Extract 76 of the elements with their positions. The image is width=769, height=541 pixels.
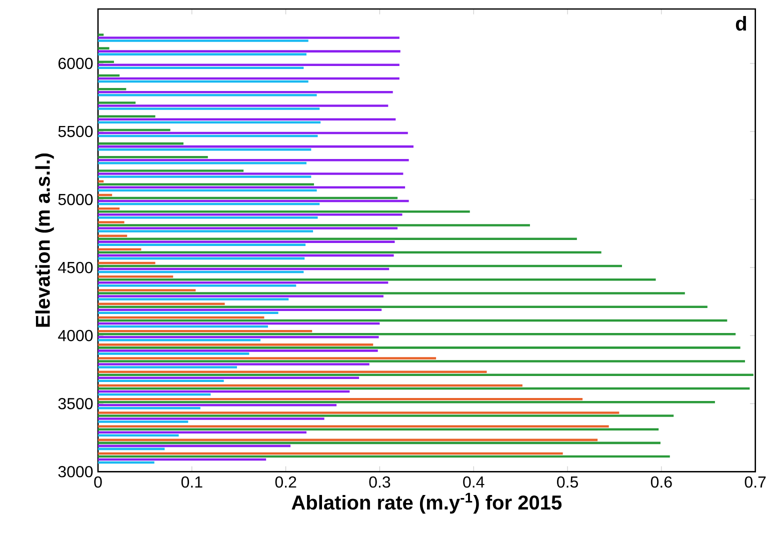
bar	[98, 224, 530, 226]
bar	[98, 346, 740, 349]
x-tick-label: 0.6	[650, 476, 672, 488]
bar	[98, 234, 128, 237]
bar	[98, 47, 110, 50]
x-axis-title: Ablation rate (m.y$^{-1}$) for 2015	[292, 492, 562, 514]
bar	[98, 360, 746, 362]
y-tick-label: 3000	[58, 466, 93, 478]
bar	[98, 284, 296, 287]
bar	[98, 172, 404, 175]
bar	[98, 428, 659, 430]
y-tick-label: 5500	[58, 126, 93, 138]
x-tick-label: 0	[94, 476, 102, 488]
bar	[98, 418, 324, 420]
bar	[98, 278, 656, 281]
bar	[98, 118, 396, 120]
bar	[98, 298, 289, 300]
bar	[98, 240, 395, 243]
bar	[98, 425, 609, 428]
y-tick-label: 4000	[58, 330, 93, 342]
bar	[98, 434, 179, 436]
x-tick-label: 0.2	[275, 476, 296, 488]
bar	[98, 221, 124, 224]
x-tick-label: 0.3	[369, 476, 390, 488]
bar	[98, 159, 409, 162]
bar	[98, 156, 208, 158]
bar	[98, 91, 393, 94]
bar	[98, 282, 388, 284]
bar	[98, 302, 225, 305]
bar	[98, 102, 136, 104]
y-tick-label: 5000	[58, 194, 93, 206]
bar	[98, 53, 306, 56]
bar	[98, 306, 708, 308]
bar	[98, 276, 174, 278]
annotation: d	[736, 16, 746, 31]
bar	[98, 366, 237, 368]
y-tick-label: 6000	[58, 58, 93, 70]
bar	[98, 162, 306, 164]
bar	[98, 312, 278, 314]
bar	[98, 308, 382, 311]
bar	[98, 36, 400, 39]
bar	[98, 406, 200, 410]
y-tick-label: 3500	[58, 398, 93, 410]
bar	[98, 344, 374, 346]
bar	[98, 414, 674, 417]
bar	[98, 115, 156, 118]
bar	[98, 121, 321, 124]
bar	[98, 295, 384, 298]
bar	[98, 34, 104, 36]
bar	[98, 238, 577, 240]
bar	[98, 104, 388, 107]
bar	[98, 357, 436, 360]
x-tick-label: 0.7	[744, 476, 766, 488]
bar	[98, 50, 400, 52]
bar	[98, 289, 196, 292]
bar	[98, 244, 306, 246]
x-tick-label: 0.5	[557, 476, 578, 488]
bar	[98, 350, 378, 352]
bar	[98, 363, 370, 366]
bar	[98, 352, 250, 355]
bar	[98, 88, 126, 90]
bar	[98, 292, 685, 294]
bar	[98, 412, 620, 414]
bar	[98, 431, 306, 434]
bar	[98, 94, 317, 96]
x-tick-label: 0.1	[181, 476, 202, 488]
bar	[98, 227, 398, 230]
bar	[98, 420, 188, 423]
bar	[98, 108, 320, 110]
bar	[98, 176, 312, 178]
y-tick-label: 4500	[58, 262, 93, 274]
bar	[98, 230, 314, 232]
bar	[98, 40, 308, 42]
x-tick-label: 0.4	[463, 476, 484, 488]
y-axis-title: Elevation (m a.s.l.)	[35, 154, 54, 327]
bar	[98, 170, 244, 172]
